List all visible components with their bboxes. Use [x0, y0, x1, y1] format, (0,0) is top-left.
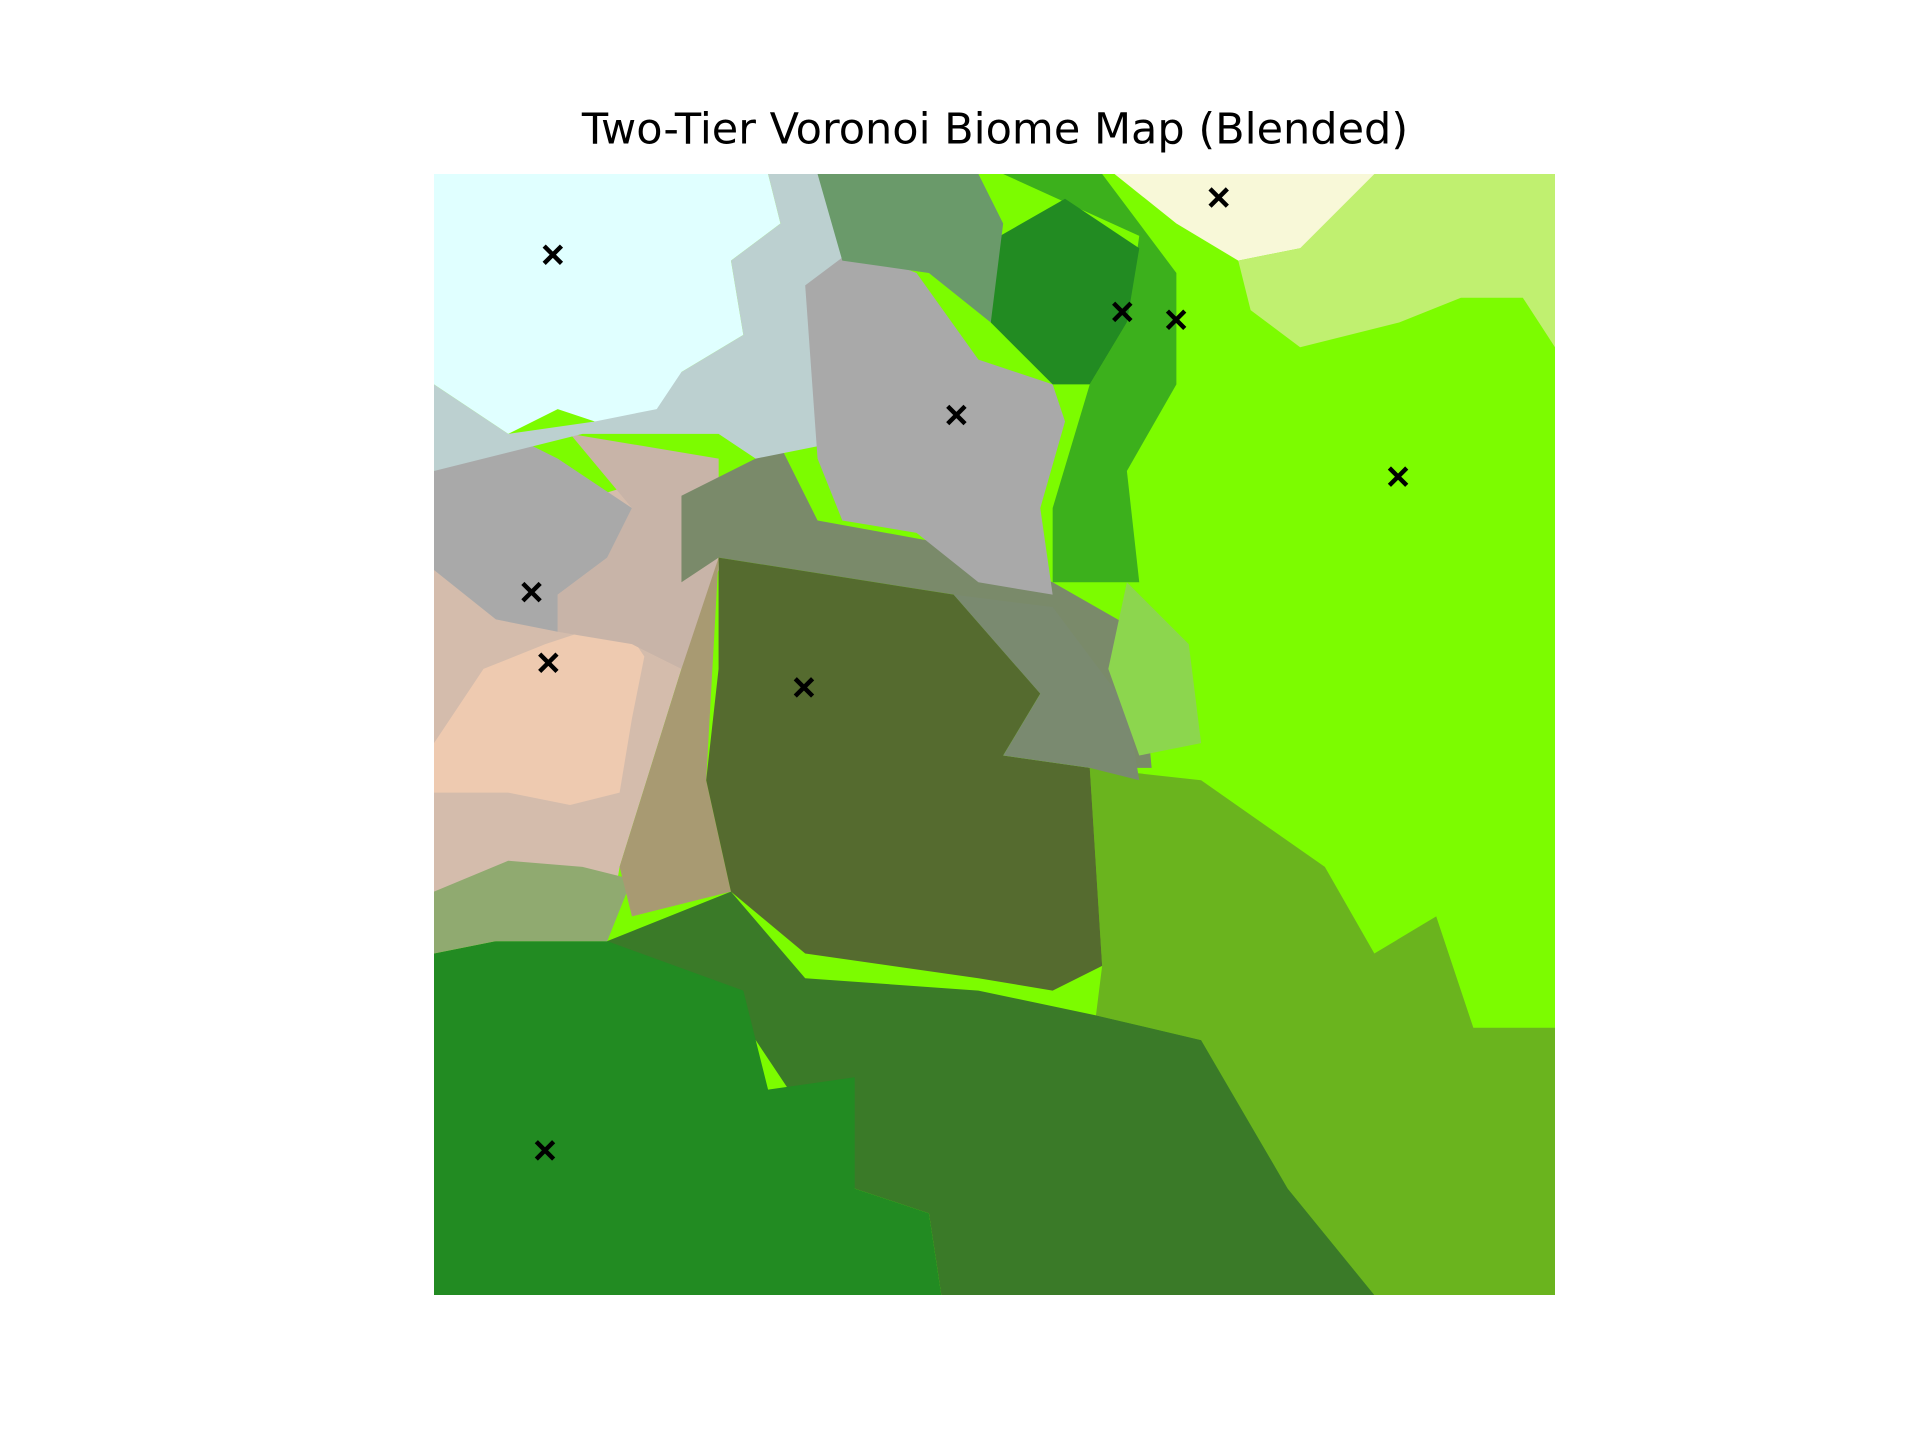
biome-region [1108, 582, 1202, 756]
marker-x [793, 677, 815, 698]
marker-x [946, 404, 967, 426]
marker-x [521, 581, 542, 603]
biome-region [607, 891, 1375, 1295]
marker-x [1165, 309, 1187, 330]
biome-region [434, 174, 855, 471]
biome-region [978, 198, 1140, 385]
biome-region [434, 860, 632, 954]
biome-region [706, 557, 1103, 991]
biome-region [681, 446, 1152, 768]
plot-area [434, 174, 1555, 1295]
biome-region [1089, 767, 1555, 1295]
biome-region [817, 174, 1004, 323]
biome-region [978, 174, 1177, 583]
biome-region [434, 619, 645, 806]
marker-x [542, 244, 564, 265]
biome-region [434, 941, 942, 1295]
biome-region [434, 174, 781, 434]
biome-region [619, 557, 731, 917]
biome-region [434, 433, 632, 632]
marker-x [1112, 301, 1133, 323]
biome-region [557, 433, 719, 669]
chart-title: Two-Tier Voronoi Biome Map (Blended) [581, 105, 1408, 155]
biome-region [805, 248, 1066, 595]
biome-map [434, 174, 1555, 1295]
marker-x [1387, 466, 1409, 487]
marker-x [1208, 187, 1229, 208]
marker-x [538, 652, 559, 673]
biome-region [953, 594, 1140, 781]
biome-region [1238, 174, 1555, 348]
marker-x [534, 1140, 556, 1161]
